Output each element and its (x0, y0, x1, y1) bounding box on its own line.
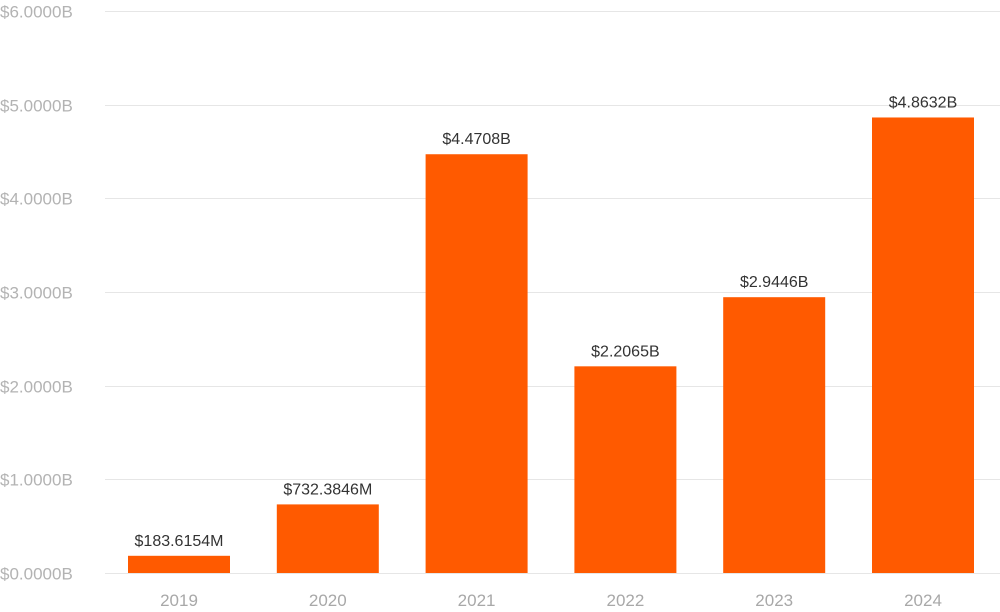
x-tick-label-2023: 2023 (755, 591, 793, 610)
data-label-2020: $732.3846M (283, 481, 372, 498)
bar-2022[interactable] (574, 366, 677, 573)
y-tick-label: $3.0000B (0, 284, 73, 303)
data-label-2022: $2.2065B (591, 343, 660, 360)
y-axis: $0.0000B $1.0000B $2.0000B $3.0000B $4.0000B… (0, 3, 73, 584)
y-tick-label: $2.0000B (0, 378, 73, 397)
x-tick-label-2024: 2024 (904, 591, 942, 610)
x-tick-label-2020: 2020 (309, 591, 347, 610)
bars (128, 117, 974, 574)
bar-2023[interactable] (723, 297, 826, 573)
y-tick-label: $1.0000B (0, 471, 73, 490)
y-tick-label: $4.0000B (0, 190, 73, 209)
y-tick-label: $5.0000B (0, 97, 73, 116)
data-labels: $183.6154M $732.3846M $4.4708B $2.2065B $2.9… (135, 94, 958, 549)
bar-2020[interactable] (276, 504, 379, 573)
bar-2019[interactable] (128, 555, 230, 573)
data-label-2024: $4.8632B (889, 94, 958, 111)
bar-2024[interactable] (872, 117, 974, 573)
x-tick-label-2019: 2019 (160, 591, 198, 610)
x-axis: 2019 2020 2021 2022 2023 2024 (160, 591, 942, 610)
bar-2021[interactable] (425, 154, 528, 574)
data-label-2023: $2.9446B (740, 274, 809, 291)
x-tick-label-2022: 2022 (606, 591, 644, 610)
data-label-2019: $183.6154M (135, 533, 224, 550)
y-tick-label: $6.0000B (0, 3, 73, 22)
x-tick-label-2021: 2021 (458, 591, 496, 610)
grid-layer (105, 11, 1000, 574)
y-tick-label: $0.0000B (0, 565, 73, 584)
data-label-2021: $4.4708B (442, 131, 511, 148)
